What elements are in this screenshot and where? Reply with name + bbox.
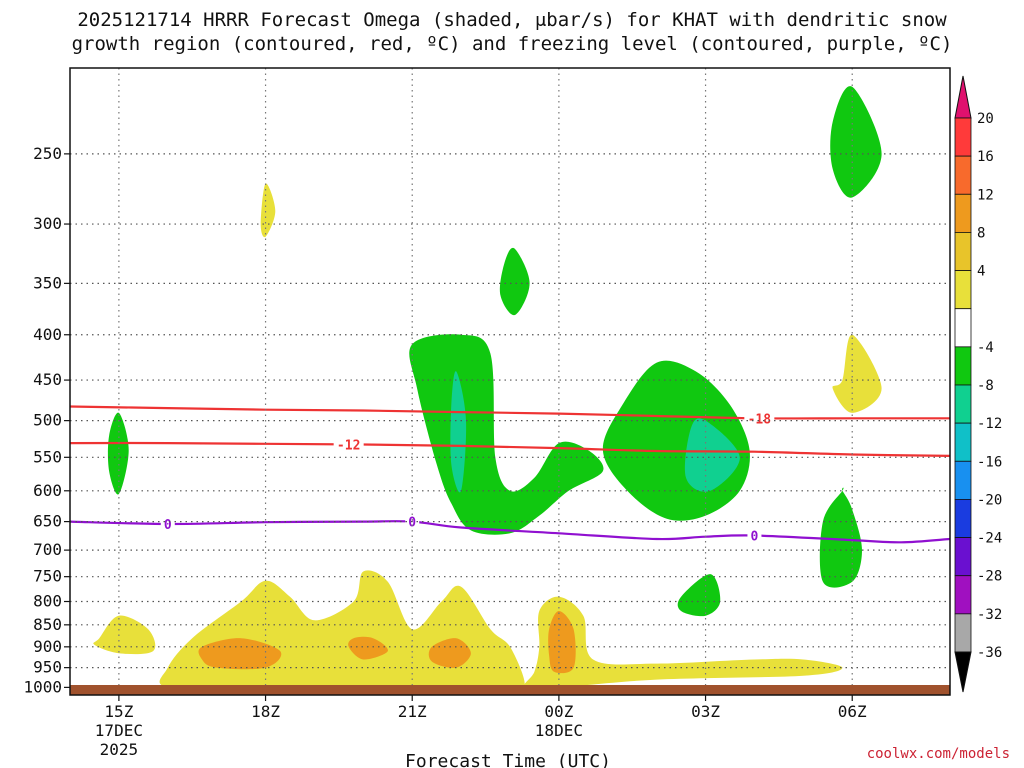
contour-label-freezing-level-0-0: 0 [164,518,172,533]
title-line-2: growth region (contoured, red, ºC) and f… [71,33,953,55]
omega-region-yellow-left-blob [93,615,156,655]
colorbar-label-11: -28 [977,569,1002,585]
colorbar-label-9: -20 [977,492,1002,508]
colorbar-bin-4 [954,270,972,310]
contour-dgz-minus18 [70,405,950,420]
x-tick-label-03Z: 03Z [691,702,720,721]
omega-region-orange-2 [348,636,388,660]
colorbar-bin-12 [954,575,972,615]
omega-region-yellow-low-band-2 [523,596,843,689]
plot-area: -18 -12 0 0 0 [70,68,950,695]
y-tick-label-400: 400 [33,325,62,344]
colorbar-bin-9 [954,460,972,500]
omega-region-orange-3 [428,638,471,668]
y-tick-label-300: 300 [33,214,62,233]
x-axis-label: Forecast Time (UTC) [405,751,611,768]
colorbar-label-4: 4 [977,264,985,280]
colorbar-bin-10 [954,499,972,538]
omega-region-green-06z-blob [819,487,862,588]
chart-title: 2025121714 HRRR Forecast Omega (shaded, … [0,8,1024,56]
y-tick-label-500: 500 [33,411,62,430]
contour-label-bg-freezing-level-0-0 [160,515,175,532]
colorbar-bin-13 [954,613,972,653]
colorbar-bin-8 [954,422,972,462]
colorbar-bin-2 [954,193,972,233]
omega-region-green-800-blob [677,574,721,617]
x-tick-sublabel-15Z-1: 2025 [100,740,139,759]
y-tick-label-800: 800 [33,592,62,611]
colorbar-label-3: 8 [977,225,985,241]
shaded-layer: -18 -12 0 0 0 [70,86,950,689]
colorbar-bin-0 [954,117,972,157]
omega-region-green-u-shape [409,334,604,535]
contour-freezing-level-0 [70,520,950,544]
colorbar-bin-3 [954,232,972,271]
y-tick-label-950: 950 [33,658,62,677]
y-tick-label-450: 450 [33,370,62,389]
contour-label-bg-freezing-level-0-2 [747,527,762,544]
colorbar-bin-5 [954,308,972,348]
y-tick-label-750: 750 [33,567,62,586]
omega-region-green-250 [830,86,882,198]
x-tick-label-15Z: 15Z [104,702,133,721]
ground-surface [70,685,950,695]
colorbar-bin-11 [954,537,972,577]
omega-region-teal-500 [450,371,467,493]
colorbar-label-10: -24 [977,531,1002,547]
omega-region-yellow-300 [260,183,276,238]
y-tick-label-600: 600 [33,481,62,500]
colorbar-label-12: -32 [977,607,1002,623]
omega-region-yellow-low-band [159,570,526,689]
x-tick-sublabel-00Z-0: 18DEC [535,721,583,740]
plot-frame [69,67,951,696]
colorbar-label-5: -4 [977,340,994,356]
y-tick-label-250: 250 [33,144,62,163]
contour-label-dgz-minus18-0: -18 [748,412,772,427]
site-watermark: coolwx.com/models [866,746,1010,762]
y-tick-label-900: 900 [33,637,62,656]
title-line-1: 2025121714 HRRR Forecast Omega (shaded, … [77,9,947,31]
x-tick-label-18Z: 18Z [251,702,280,721]
colorbar-label-6: -8 [977,378,994,394]
x-tick-label-06Z: 06Z [838,702,867,721]
colorbar-bottom-arrow [954,651,972,693]
colorbar-label-7: -12 [977,416,1002,432]
y-tick-label-350: 350 [33,273,62,292]
colorbar-label-1: 16 [977,149,994,165]
x-tick-sublabel-15Z-0: 17DEC [95,721,143,740]
axes: 250 300 350 400 450 500 550 600 650 700 750 800 850 9… [23,67,951,759]
y-tick-label-700: 700 [33,540,62,559]
colorbar: 20 16 12 8 4 -4 -8 -12 -16 -20 -24 -28 -32 -36 [954,75,1002,693]
contour-label-freezing-level-0-1: 0 [408,516,416,531]
x-tick-label-00Z: 00Z [544,702,573,721]
y-tick-label-850: 850 [33,615,62,634]
colorbar-bin-1 [954,155,972,195]
omega-region-orange-4 [548,611,576,674]
colorbar-label-8: -16 [977,454,1002,470]
colorbar-label-0: 20 [977,111,994,127]
omega-region-green-350 [499,247,530,316]
contour-label-bg-dgz-minus12-0 [333,436,364,453]
y-tick-label-650: 650 [33,512,62,531]
colorbar-top-arrow [954,75,972,119]
colorbar-label-2: 12 [977,187,994,203]
omega-region-orange-1 [198,638,282,670]
contour-label-freezing-level-0-2: 0 [751,530,759,545]
contour-label-bg-dgz-minus18-0 [744,410,775,427]
y-tick-label-1000: 1000 [23,677,62,696]
colorbar-label-13: -36 [977,645,1002,661]
contour-dgz-minus12 [70,441,950,457]
contour-label-dgz-minus12-0: -12 [337,438,360,453]
y-tick-label-550: 550 [33,447,62,466]
x-tick-label-21Z: 21Z [398,702,427,721]
omega-region-teal-550 [684,418,740,492]
colorbar-bin-6 [954,346,972,386]
colorbar-bin-7 [954,384,972,424]
omega-region-yellow-450 [832,334,882,413]
